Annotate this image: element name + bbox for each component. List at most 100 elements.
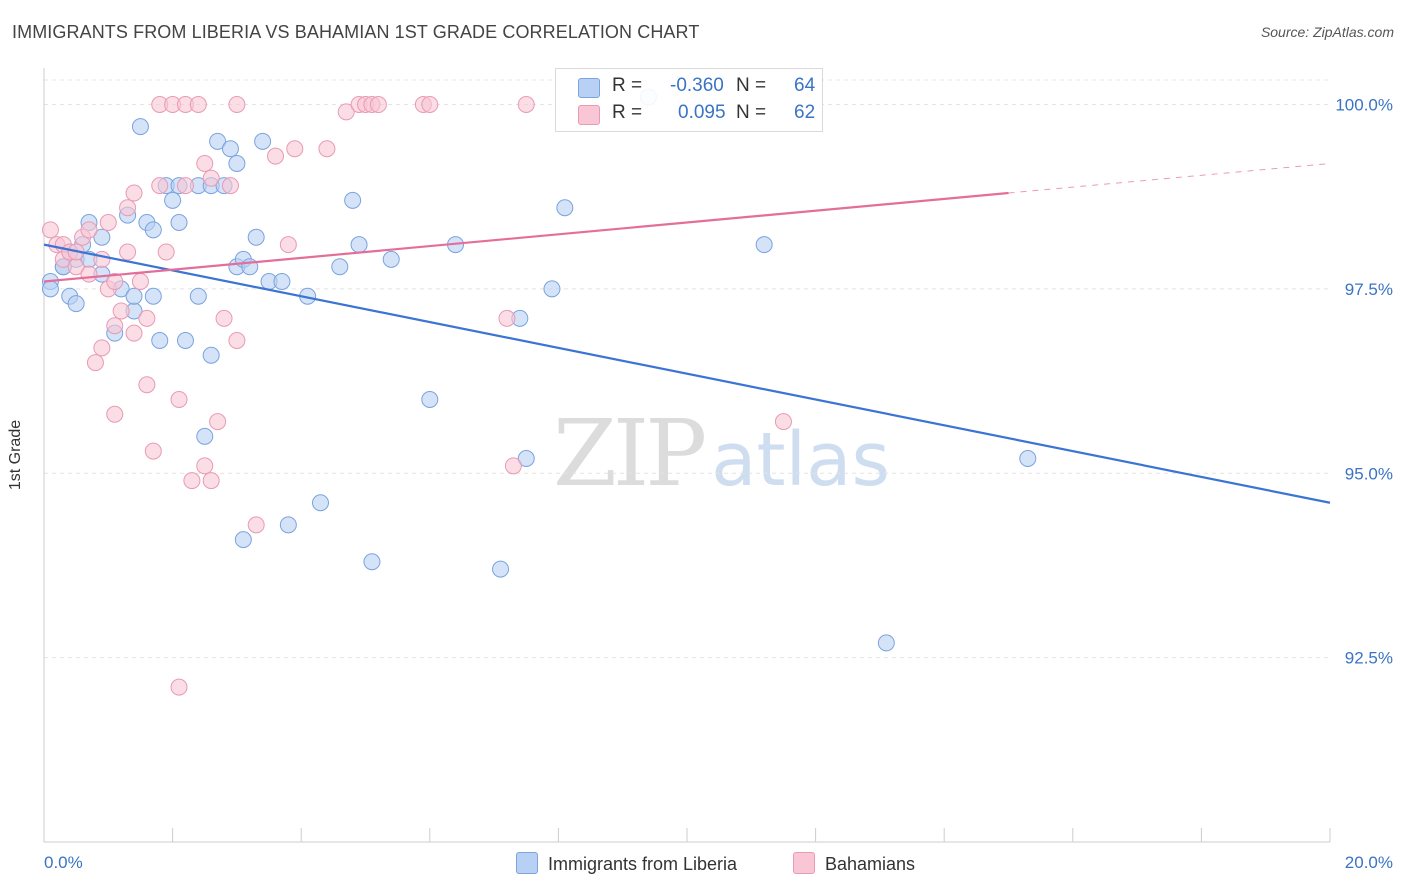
pink-data-point [421,96,439,113]
pink-trend-line [43,191,1009,283]
blue-data-point [279,516,297,534]
pink-data-point [86,354,104,372]
pink-data-point [144,442,162,460]
blue-data-point [556,199,574,217]
pink-data-point [196,457,214,475]
pink-trend-extension [1008,163,1331,194]
pink-data-point [80,265,98,283]
blue-data-point [202,346,220,364]
pink-data-point [517,96,535,113]
pink-data-point [93,339,111,357]
pink-data-point [286,140,304,158]
blue-data-point [363,553,381,571]
x-tick-label-min: 0.0% [44,853,83,872]
source-credit: Source: ZipAtlas.com [1260,24,1394,40]
y-tick-label: 97.5% [1345,280,1393,299]
pink-data-point [337,103,355,121]
legend-n-value: 62 [794,102,816,123]
pink-data-point [170,678,188,696]
pink-data-point [125,184,143,202]
blue-data-point [755,236,773,254]
legend-r-value: -0.360 [670,75,724,96]
bottom-legend-liberia: Immigrants from Liberia [516,852,737,875]
pink-data-point [202,472,220,490]
blue-data-point [144,221,162,239]
pink-data-point [176,177,194,195]
pink-data-point [228,96,246,113]
y-tick-label: 95.0% [1345,464,1393,483]
blue-data-point [273,273,291,290]
bottom-legend-swatch-pink [793,852,815,874]
legend-n-label: N = [736,75,767,96]
bottom-legend-bahamians: Bahamians [793,852,915,875]
blue-data-point [93,228,111,246]
blue-data-point [877,634,895,652]
y-axis-title: 1st Grade [7,419,24,491]
blue-data-point [164,191,182,209]
pink-data-point [279,236,297,254]
blue-data-point [41,280,59,298]
blue-data-point [344,191,362,209]
stats-legend: R = -0.360 N = 64 R = 0.095 N = 62 [555,68,823,132]
pink-data-point [247,516,265,534]
pink-data-point [228,332,246,349]
y-tick-label: 100.0% [1335,96,1393,115]
pink-data-point [119,243,137,261]
blue-data-point [247,228,265,246]
legend-swatch-pink [578,105,600,125]
blue-data-point [131,118,149,136]
blue-data-point [492,560,510,578]
blue-data-point [176,332,194,349]
blue-data-point [311,494,329,512]
pink-data-point [131,273,149,290]
pink-data-point [318,140,336,158]
blue-data-point [189,287,207,305]
blue-data-point [543,280,561,298]
blue-data-point [228,155,246,172]
pink-data-point [504,457,522,475]
blue-data-point [196,427,214,445]
blue-data-point [1019,450,1037,467]
blue-data-point [144,287,162,305]
y-tick-label: 92.5% [1345,649,1393,668]
legend-n-value: 64 [794,75,816,96]
pink-data-point [183,472,201,490]
legend-n-label: N = [736,102,767,123]
pink-data-point [498,309,516,327]
pink-data-point [369,96,387,113]
blue-data-point [350,236,368,254]
blue-data-point [382,250,400,268]
blue-data-point [421,391,439,408]
blue-data-point [125,287,143,305]
pink-data-point [221,177,239,195]
pink-data-point [774,413,792,431]
pink-data-point [106,405,124,423]
pink-data-point [112,302,130,320]
pink-data-point [138,376,156,394]
legend-r-label: R = [612,75,643,96]
pink-data-point [99,214,117,231]
chart-title: IMMIGRANTS FROM LIBERIA VS BAHAMIAN 1ST … [12,22,700,42]
pink-data-point [157,243,175,261]
blue-data-point [67,295,85,313]
blue-data-point [517,450,535,467]
pink-data-point [196,155,214,172]
pink-data-point [151,177,169,195]
pink-data-point [119,199,137,217]
blue-data-point [209,132,227,150]
blue-trend-line [43,243,1331,504]
x-tick-label-max: 20.0% [1345,853,1393,872]
blue-data-point [151,332,169,349]
blue-data-point [170,214,188,231]
pink-data-point [41,221,59,239]
pink-data-point [106,317,124,335]
bottom-legend-swatch-blue [516,852,538,874]
blue-data-point [254,132,272,150]
pink-data-point [138,309,156,327]
blue-data-point [331,258,349,276]
pink-data-point [215,309,233,327]
blue-data-point [234,531,252,549]
bottom-legend-label-bahamians: Bahamians [825,854,916,874]
legend-r-label: R = [612,102,643,123]
